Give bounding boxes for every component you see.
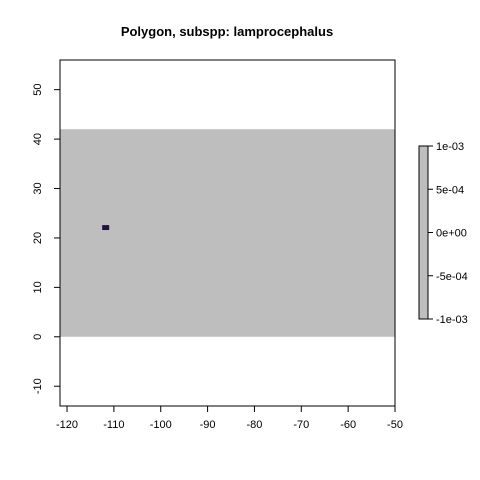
y-tick-label: 50 [32, 84, 44, 96]
axes: -120 -110 -100 -90 -80 -70 -60 -50-100102030405… [32, 59, 403, 431]
y-tick-label: 30 [32, 182, 44, 194]
legend-colorbar [418, 145, 429, 320]
y-tick-label: 10 [32, 281, 44, 293]
legend: 1e-03 5e-04 0e+00 -5e-04 -1e-03 [418, 141, 468, 326]
legend-tick-label: 0e+00 [436, 228, 467, 240]
legend-tick-label: 1e-03 [436, 141, 464, 153]
y-tick-label: 0 [32, 334, 44, 340]
chart-title: Polygon, subspp: lamprocephalus [121, 24, 333, 39]
y-tick-label: 20 [32, 232, 44, 244]
raster-fill [60, 129, 395, 337]
y-tick-label: -10 [32, 378, 44, 394]
highlight-cell [102, 225, 110, 231]
y-tick-label: 40 [32, 133, 44, 145]
legend-tick-label: -5e-04 [436, 271, 468, 283]
x-tick-label: -80 [246, 419, 262, 431]
x-tick-label: -90 [200, 419, 216, 431]
x-tick-label: -100 [150, 419, 172, 431]
plot-area [60, 129, 395, 337]
x-tick-label: -60 [340, 419, 356, 431]
x-tick-label: -50 [387, 419, 403, 431]
legend-tick-label: 5e-04 [436, 184, 464, 196]
x-tick-label: -110 [103, 419, 124, 431]
x-tick-label: -70 [293, 419, 309, 431]
x-tick-label: -120 [56, 419, 78, 431]
legend-tick-label: -1e-03 [436, 314, 468, 326]
